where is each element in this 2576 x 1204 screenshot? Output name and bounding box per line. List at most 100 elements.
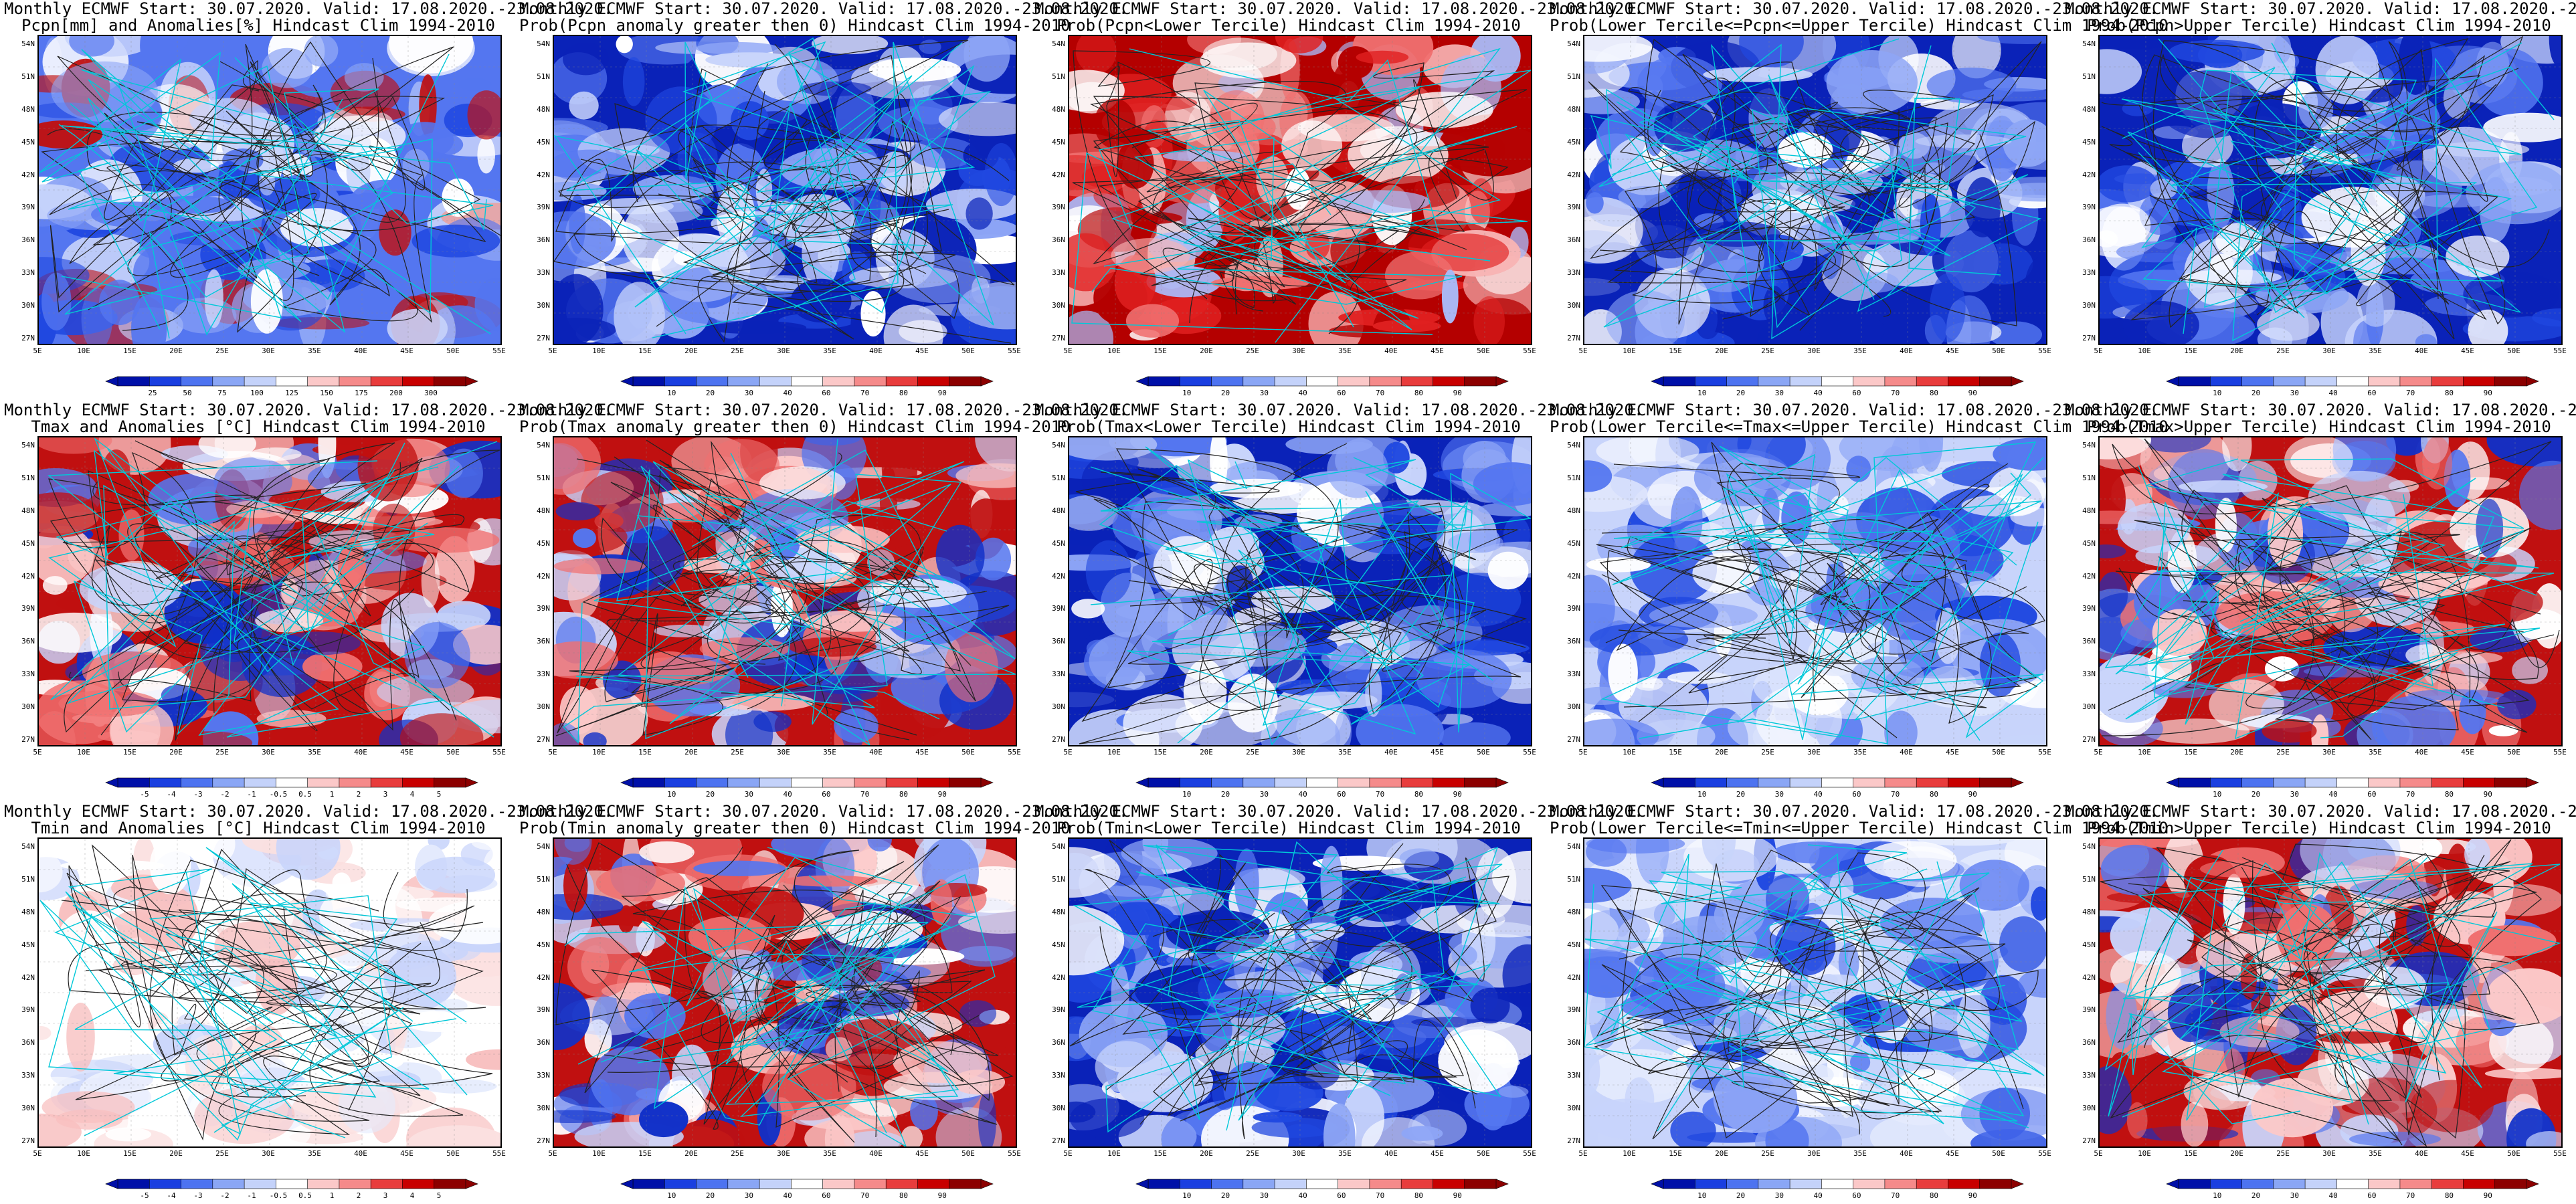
longitude-label: 45E (400, 1149, 413, 1158)
latitude-label: 48N (1567, 907, 1580, 916)
latitude-label: 39N (537, 203, 550, 212)
colorbar-tick-label: 10 (1182, 790, 1192, 799)
colorbar-tick-label: 80 (2444, 389, 2454, 397)
panel-title-line1: Monthly ECMWF Start: 30.07.2020. Valid: … (2065, 802, 2576, 821)
latitude-label: 27N (1052, 1136, 1065, 1145)
colorbar-tick-label: 0.5 (298, 790, 312, 799)
panel-title-line2: Prob(Tmax anomaly greater then 0) Hindca… (519, 417, 1071, 436)
longitude-label: 30E (2322, 748, 2336, 757)
longitude-label: 30E (1292, 1149, 1305, 1158)
latitude-label: 51N (1567, 473, 1580, 482)
longitude-label: 55E (2038, 1149, 2051, 1158)
longitude-label: 50E (1477, 1149, 1490, 1158)
longitude-label: 35E (2369, 1149, 2382, 1158)
colorbar-tick-label: 30 (1259, 790, 1269, 799)
longitude-label: 30E (262, 1149, 275, 1158)
longitude-label: 15E (1669, 346, 1682, 355)
longitude-label: 15E (123, 346, 136, 355)
longitude-label: 20E (684, 748, 698, 757)
latitude-label: 36N (21, 637, 35, 646)
longitude-label: 40E (869, 346, 883, 355)
colorbar-tick-label: 175 (355, 389, 368, 397)
map-panel: Monthly ECMWF Start: 30.07.2020. Valid: … (519, 0, 1129, 401)
colorbar-tick-label: 30 (2290, 389, 2299, 397)
colorbar-tick-label: 70 (1891, 389, 1900, 397)
longitude-label: 15E (1154, 1149, 1167, 1158)
latitude-label: 45N (1567, 538, 1580, 548)
latitude-label: 54N (1052, 39, 1065, 48)
longitude-label: 25E (731, 748, 744, 757)
longitude-label: 50E (961, 1149, 975, 1158)
latitude-label: 48N (1052, 907, 1065, 916)
latitude-label: 45N (1052, 538, 1065, 548)
longitude-label: 40E (354, 346, 367, 355)
latitude-label: 36N (2082, 637, 2096, 646)
latitude-label: 27N (1567, 334, 1580, 342)
colorbar-tick-label: 70 (1891, 1191, 1900, 1200)
latitude-label: 54N (1052, 441, 1065, 449)
longitude-label: 10E (592, 346, 606, 355)
longitude-label: 20E (1715, 1149, 1728, 1158)
longitude-label: 15E (638, 346, 652, 355)
colorbar-tick-label: 4 (409, 790, 415, 799)
colorbar-tick-label: 25 (148, 389, 157, 397)
latitude-label: 36N (2082, 1038, 2096, 1047)
panel-title-line1: Monthly ECMWF Start: 30.07.2020. Valid: … (519, 802, 1129, 821)
latitude-label: 36N (2082, 235, 2096, 245)
latitude-label: 42N (1567, 571, 1580, 581)
longitude-label: 40E (1384, 1149, 1398, 1158)
longitude-label: 20E (1715, 748, 1728, 757)
colorbar-tick-label: 40 (783, 389, 792, 397)
colorbar-tick-label: 30 (1774, 1191, 1784, 1200)
latitude-label: 27N (21, 1136, 35, 1145)
panel-title-line1: Monthly ECMWF Start: 30.07.2020. Valid: … (4, 0, 614, 18)
panel-title-line2: Tmin and Anomalies [°C] Hindcast Clim 19… (31, 819, 486, 837)
panel-title-line1: Monthly ECMWF Start: 30.07.2020. Valid: … (519, 401, 1129, 419)
latitude-label: 54N (21, 39, 35, 48)
latitude-label: 39N (1567, 203, 1580, 212)
longitude-label: 35E (1338, 346, 1352, 355)
colorbar-tick-label: 2 (356, 790, 361, 799)
panel-title-line1: Monthly ECMWF Start: 30.07.2020. Valid: … (519, 0, 1129, 18)
longitude-label: 35E (823, 1149, 836, 1158)
panel-title-line2: Prob(Tmin>Upper Tercile) Hindcast Clim 1… (2087, 819, 2551, 837)
latitude-label: 33N (1052, 268, 1065, 278)
colorbar-tick-label: 20 (1736, 389, 1746, 397)
longitude-label: 15E (123, 748, 136, 757)
latitude-label: 45N (537, 940, 550, 949)
longitude-label: 55E (492, 748, 506, 757)
longitude-label: 40E (1384, 748, 1398, 757)
map-panel: Monthly ECMWF Start: 30.07.2020. Valid: … (2065, 401, 2576, 803)
latitude-label: 33N (21, 670, 35, 679)
latitude-label: 48N (537, 506, 550, 515)
map-area (1583, 436, 2047, 746)
longitude-label: 40E (2415, 748, 2428, 757)
latitude-label: 33N (1052, 670, 1065, 679)
longitude-label: 50E (1477, 346, 1490, 355)
longitude-label: 35E (1853, 1149, 1867, 1158)
colorbar-tick-label: 60 (2367, 790, 2377, 799)
longitude-label: 50E (961, 346, 975, 355)
latitude-label: 27N (1567, 735, 1580, 744)
colorbar-tick-label: -0.5 (269, 790, 288, 799)
colorbar-tick-label: -4 (167, 1191, 176, 1200)
longitude-label: 20E (169, 346, 183, 355)
longitude-label: 30E (777, 346, 790, 355)
colorbar-tick-label: -2 (220, 1191, 229, 1200)
colorbar-tick-label: 80 (1929, 790, 1939, 799)
longitude-label: 5E (2094, 1149, 2103, 1158)
colorbar-tick-label: 40 (783, 790, 792, 799)
longitude-label: 15E (638, 1149, 652, 1158)
colorbar-tick-label: 80 (1414, 1191, 1424, 1200)
latitude-label: 45N (21, 940, 35, 949)
colorbar (2165, 777, 2540, 788)
colorbar-tick-label: 90 (1968, 1191, 1977, 1200)
map-area (553, 436, 1017, 746)
longitude-label: 30E (1807, 748, 1821, 757)
colorbar-tick-label: 90 (1968, 790, 1977, 799)
longitude-label: 50E (446, 748, 460, 757)
colorbar (104, 1179, 479, 1189)
latitude-label: 45N (2082, 538, 2096, 548)
colorbar-tick-label: 90 (2483, 1191, 2492, 1200)
colorbar-tick-label: 40 (783, 1191, 792, 1200)
